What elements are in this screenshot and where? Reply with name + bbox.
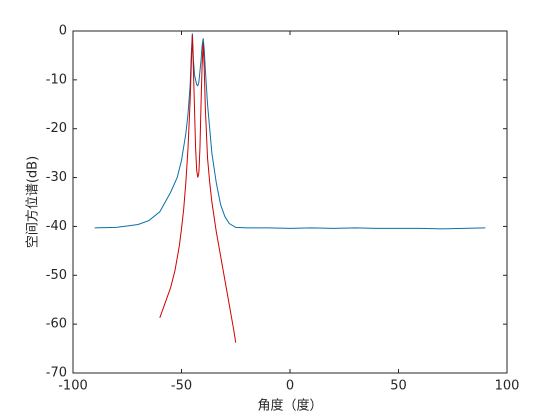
x-tick-label: 50 (390, 379, 407, 394)
y-tick-label: -10 (46, 72, 67, 87)
x-tick-label: 0 (286, 379, 294, 394)
x-tick-label: -50 (171, 379, 192, 394)
x-tick-label: 100 (495, 379, 520, 394)
series-line (159, 34, 237, 343)
y-tick-label: 0 (59, 24, 67, 39)
y-tick-label: -30 (46, 170, 67, 185)
y-axis-label: 空间方位谱(dB) (25, 156, 41, 248)
y-tick-label: -60 (46, 317, 67, 332)
x-tick-label: -100 (58, 379, 88, 394)
x-axis-label: 角度（度） (257, 398, 322, 414)
y-tick-label: -40 (46, 219, 67, 234)
y-tick-label: -50 (46, 268, 67, 283)
y-tick-label: -20 (46, 121, 67, 136)
y-tick-label: -70 (46, 366, 67, 381)
axes-box (72, 30, 508, 374)
